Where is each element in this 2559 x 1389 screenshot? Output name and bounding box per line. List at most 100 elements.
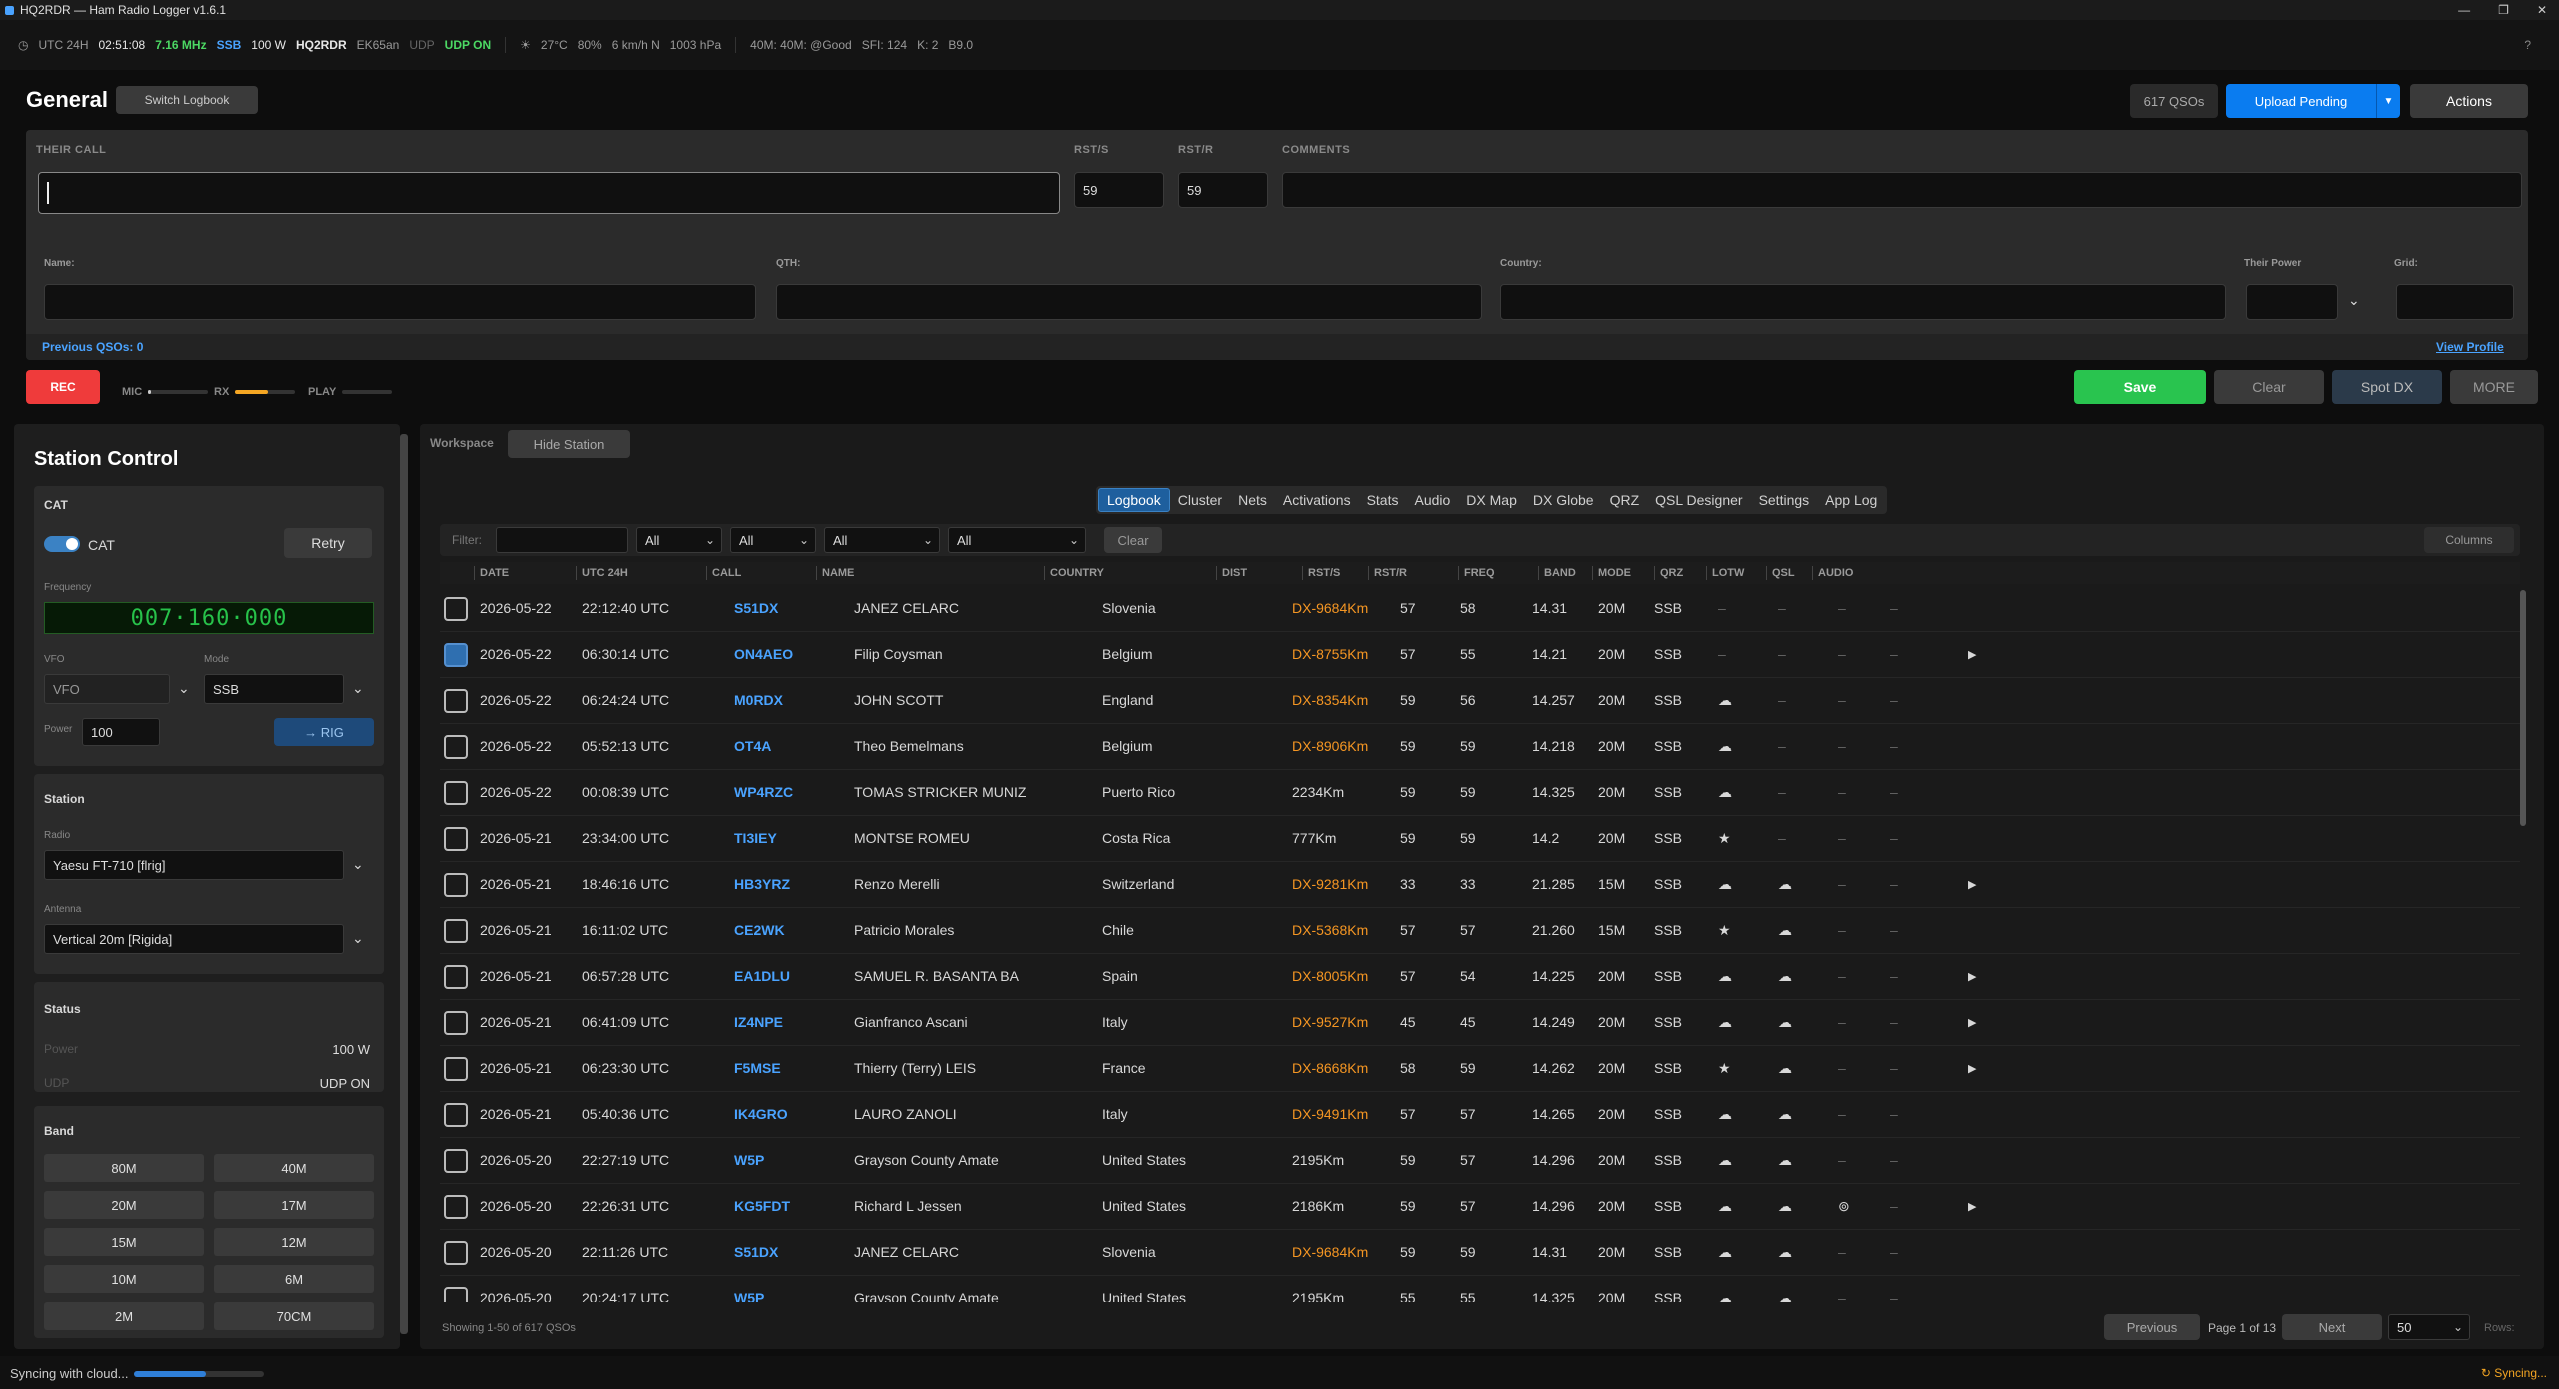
cell-call[interactable]: CE2WK — [734, 922, 785, 938]
row-checkbox[interactable] — [444, 689, 468, 713]
table-row[interactable]: 2026-05-22 06:24:24 UTC M0RDX JOHN SCOTT Eng… — [440, 678, 2520, 724]
column-header-audio[interactable]: AUDIO — [1818, 567, 1854, 579]
column-header-date[interactable]: DATE — [480, 567, 510, 579]
more-button[interactable]: MORE — [2450, 370, 2538, 404]
filter-clear-button[interactable]: Clear — [1104, 527, 1162, 553]
their-power-input[interactable] — [2246, 284, 2338, 320]
row-checkbox[interactable] — [444, 1149, 468, 1173]
column-header-freq[interactable]: FREQ — [1464, 567, 1495, 579]
table-row[interactable]: 2026-05-20 22:11:26 UTC S51DX JANEZ CELARC S… — [440, 1230, 2520, 1276]
play-icon[interactable]: ▶ — [1968, 1063, 1977, 1075]
tab-dx-globe[interactable]: DX Globe — [1532, 492, 1594, 508]
table-scrollbar[interactable] — [2520, 590, 2526, 826]
table-row[interactable]: 2026-05-22 06:30:14 UTC ON4AEO Filip Coysma… — [440, 632, 2520, 678]
band-button-70cm[interactable]: 70CM — [214, 1302, 374, 1330]
filter-select-4[interactable]: All ⌄ — [948, 527, 1086, 553]
cell-call[interactable]: F5MSE — [734, 1060, 781, 1076]
band-button-15m[interactable]: 15M — [44, 1228, 204, 1256]
columns-button[interactable]: Columns — [2424, 527, 2514, 553]
hide-station-button[interactable]: Hide Station — [508, 430, 630, 458]
row-checkbox[interactable] — [444, 1011, 468, 1035]
qth-input[interactable] — [776, 284, 1482, 320]
chevron-down-icon[interactable]: ⌄ — [178, 680, 190, 696]
table-row[interactable]: 2026-05-21 18:46:16 UTC HB3YRZ Renzo Merell… — [440, 862, 2520, 908]
tab-qrz[interactable]: QRZ — [1609, 492, 1640, 508]
filter-select-3[interactable]: All ⌄ — [824, 527, 940, 553]
column-header-mode[interactable]: MODE — [1598, 567, 1631, 579]
row-checkbox[interactable] — [444, 873, 468, 897]
their-call-input[interactable] — [38, 172, 1060, 214]
table-row[interactable]: 2026-05-21 05:40:36 UTC IK4GRO LAURO ZANOLI… — [440, 1092, 2520, 1138]
cell-call[interactable]: W5P — [734, 1152, 765, 1168]
column-header-country[interactable]: COUNTRY — [1050, 567, 1104, 579]
column-header-utc-24h[interactable]: UTC 24H — [582, 567, 628, 579]
upload-dropdown-button[interactable]: ▼ — [2376, 84, 2400, 118]
table-row[interactable]: 2026-05-20 20:24:17 UTC W5P Grayson County … — [440, 1276, 2520, 1302]
save-button[interactable]: Save — [2074, 370, 2206, 404]
rows-per-page-select[interactable]: 50 ⌄ — [2388, 1314, 2470, 1340]
cell-call[interactable]: M0RDX — [734, 692, 784, 708]
cell-call[interactable]: WP4RZC — [734, 784, 794, 800]
tab-activations[interactable]: Activations — [1282, 492, 1351, 508]
band-button-17m[interactable]: 17M — [214, 1191, 374, 1219]
column-header-lotw[interactable]: LOTW — [1712, 567, 1745, 579]
cell-call[interactable]: S51DX — [734, 1244, 779, 1260]
row-checkbox[interactable] — [444, 1287, 468, 1302]
retry-button[interactable]: Retry — [284, 528, 372, 558]
cell-call[interactable]: HB3YRZ — [734, 876, 791, 892]
column-header-qrz[interactable]: QRZ — [1660, 567, 1684, 579]
column-header-qsl[interactable]: QSL — [1772, 567, 1795, 579]
row-checkbox[interactable] — [444, 1057, 468, 1081]
rsts-input[interactable]: 59 — [1074, 172, 1164, 208]
cell-call[interactable]: IK4GRO — [734, 1106, 788, 1122]
help-icon[interactable]: ? — [2524, 38, 2531, 52]
column-header-dist[interactable]: DIST — [1222, 567, 1248, 579]
row-checkbox[interactable] — [444, 781, 468, 805]
filter-input[interactable] — [496, 527, 628, 553]
next-page-button[interactable]: Next — [2282, 1314, 2382, 1340]
tab-nets[interactable]: Nets — [1238, 492, 1267, 508]
actions-button[interactable]: Actions — [2410, 84, 2528, 118]
column-header-call[interactable]: CALL — [712, 567, 742, 579]
table-row[interactable]: 2026-05-21 23:34:00 UTC TI3IEY MONTSE ROMEU… — [440, 816, 2520, 862]
band-button-12m[interactable]: 12M — [214, 1228, 374, 1256]
cell-call[interactable]: EA1DLU — [734, 968, 791, 984]
table-row[interactable]: 2026-05-21 06:23:30 UTC F5MSE Thierry (Terr… — [440, 1046, 2520, 1092]
column-header-name[interactable]: NAME — [822, 567, 855, 579]
previous-page-button[interactable]: Previous — [2104, 1314, 2200, 1340]
view-profile-link[interactable]: View Profile — [2436, 340, 2504, 354]
row-checkbox[interactable] — [444, 735, 468, 759]
upload-pending-button[interactable]: Upload Pending — [2226, 84, 2376, 118]
play-icon[interactable]: ▶ — [1968, 879, 1977, 891]
band-button-2m[interactable]: 2M — [44, 1302, 204, 1330]
name-input[interactable] — [44, 284, 756, 320]
tab-logbook[interactable]: Logbook — [1098, 488, 1170, 512]
band-button-80m[interactable]: 80M — [44, 1154, 204, 1182]
play-icon[interactable]: ▶ — [1968, 1017, 1977, 1029]
tab-audio[interactable]: Audio — [1414, 492, 1451, 508]
comments-input[interactable] — [1282, 172, 2522, 208]
maximize-icon[interactable]: ❐ — [2498, 3, 2509, 17]
row-checkbox[interactable] — [444, 1195, 468, 1219]
table-row[interactable]: 2026-05-21 06:41:09 UTC IZ4NPE Gianfranco A… — [440, 1000, 2520, 1046]
row-checkbox[interactable] — [444, 1103, 468, 1127]
cat-toggle[interactable] — [44, 536, 80, 552]
row-checkbox[interactable] — [444, 1241, 468, 1265]
frequency-display[interactable]: 007·160·000 — [44, 602, 374, 634]
close-icon[interactable]: ✕ — [2536, 3, 2547, 17]
row-checkbox[interactable] — [444, 643, 468, 667]
column-header-rst-r[interactable]: RST/R — [1374, 567, 1407, 579]
grid-input[interactable] — [2396, 284, 2514, 320]
vfo-select[interactable]: VFO — [44, 674, 170, 704]
chevron-down-icon[interactable]: ⌄ — [352, 930, 364, 946]
station-scrollbar[interactable] — [400, 434, 408, 1334]
row-checkbox[interactable] — [444, 827, 468, 851]
play-icon[interactable]: ▶ — [1968, 1201, 1977, 1213]
play-icon[interactable]: ▶ — [1968, 649, 1977, 661]
minimize-icon[interactable]: — — [2458, 3, 2471, 17]
table-row[interactable]: 2026-05-22 00:08:39 UTC WP4RZC TOMAS STRICK… — [440, 770, 2520, 816]
table-row[interactable]: 2026-05-21 16:11:02 UTC CE2WK Patricio Mora… — [440, 908, 2520, 954]
tab-app-log[interactable]: App Log — [1825, 492, 1878, 508]
antenna-select[interactable]: Vertical 20m [Rigida] — [44, 924, 344, 954]
band-button-10m[interactable]: 10M — [44, 1265, 204, 1293]
